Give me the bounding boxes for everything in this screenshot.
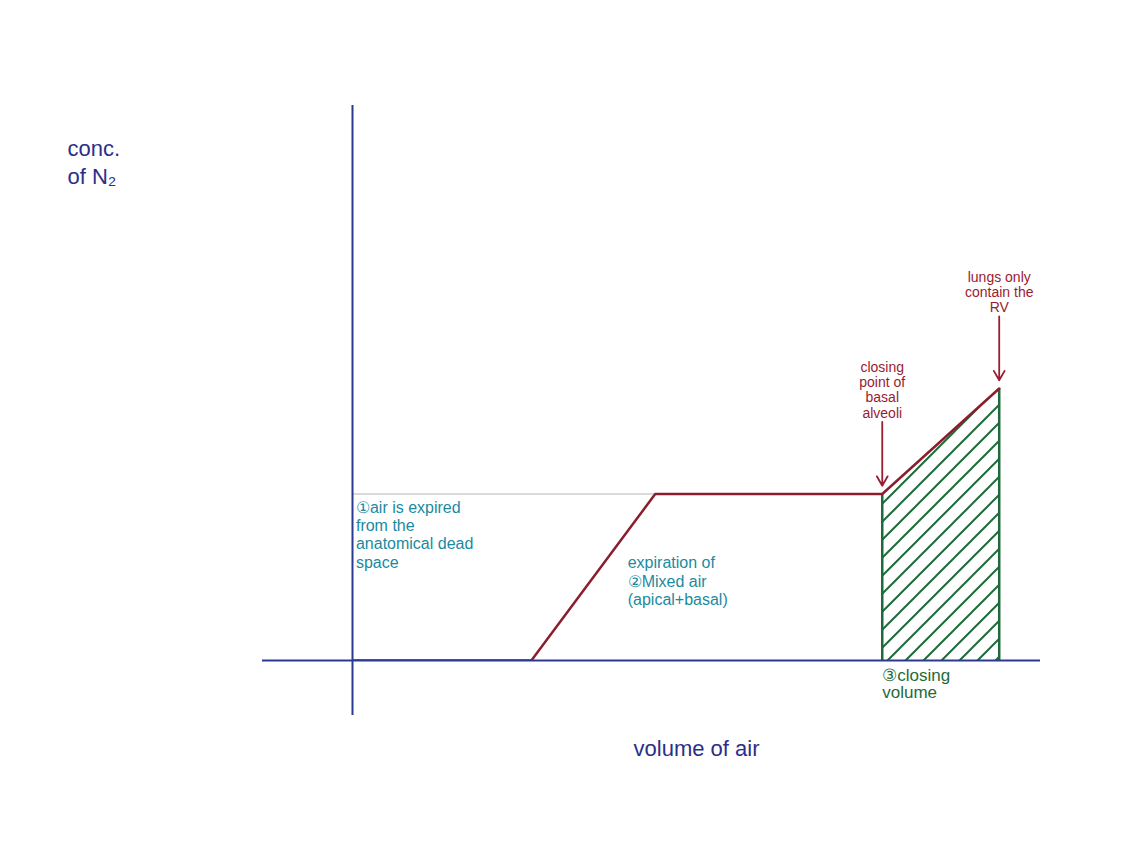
svg-text:expiration of②Mixed air(apical: expiration of②Mixed air(apical+basal) xyxy=(628,554,728,608)
svg-text:lungs onlycontain theRV: lungs onlycontain theRV xyxy=(965,269,1034,316)
svg-text:closingpoint ofbasalalveoli: closingpoint ofbasalalveoli xyxy=(859,359,905,421)
svg-text:③closingvolume: ③closingvolume xyxy=(882,666,950,702)
svg-text:volume of air: volume of air xyxy=(634,736,760,761)
svg-text:①air is expiredfrom theanatomi: ①air is expiredfrom theanatomical deadsp… xyxy=(356,499,473,571)
svg-text:conc.of N₂: conc.of N₂ xyxy=(68,136,121,190)
